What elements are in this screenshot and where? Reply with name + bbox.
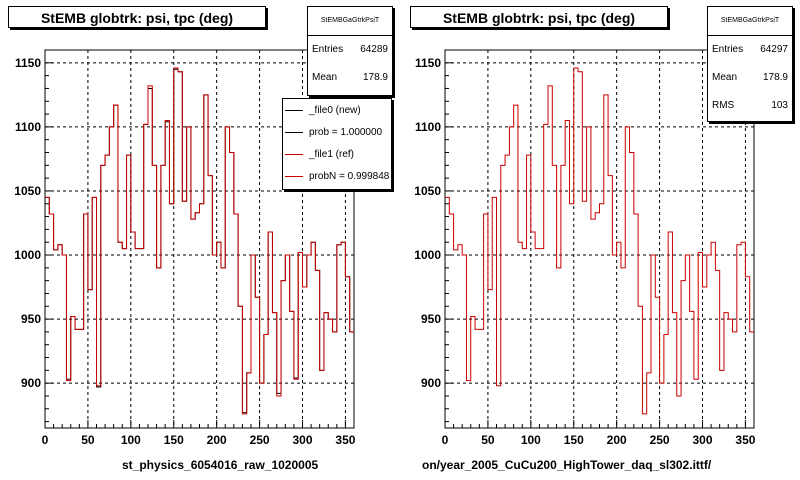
x-tick-label: 250 xyxy=(650,433,670,447)
legend-entry-label: _file0 (new) xyxy=(309,104,361,116)
x-tick-label: 200 xyxy=(207,433,227,447)
right-entries-value: 64297 xyxy=(760,44,788,55)
x-tick-label: 350 xyxy=(335,433,355,447)
y-tick-label: 1050 xyxy=(14,184,41,198)
y-tick-label: 1000 xyxy=(14,248,41,262)
y-tick-label: 1150 xyxy=(15,56,41,70)
right-stats-rms-row: RMS 103 xyxy=(708,92,792,120)
x-tick-label: 50 xyxy=(81,433,95,447)
y-tick-label: 950 xyxy=(421,312,441,326)
left-title: StEMB globtrk: psi, tpc (deg) xyxy=(8,6,266,28)
right-mean-label: Mean xyxy=(712,72,738,83)
right-stats-box: StEMBGaGtrkPsiT Entries 64297 Mean 178.9… xyxy=(707,6,793,122)
x-tick-label: 0 xyxy=(42,433,49,447)
legend-line-swatch xyxy=(285,153,303,155)
right-entries-label: Entries xyxy=(712,44,744,55)
x-tick-label: 0 xyxy=(442,433,449,447)
legend-entry: probN = 0.999848 xyxy=(283,165,391,187)
right-stats-mean-row: Mean 178.9 xyxy=(708,64,792,92)
x-tick-label: 150 xyxy=(164,433,184,447)
y-tick-label: 950 xyxy=(21,312,41,326)
left-mean-value: 178.9 xyxy=(362,72,388,83)
y-tick-label: 1050 xyxy=(414,184,441,198)
left-stats-mean-row: Mean 178.9 xyxy=(308,64,392,92)
left-entries-value: 64289 xyxy=(360,44,388,55)
legend-entry-label: prob = 1.000000 xyxy=(309,126,383,138)
legend-entry: _file1 (ref) xyxy=(283,143,391,165)
left-panel: StEMB globtrk: psi, tpc (deg) 0 50 100 150 2… xyxy=(8,6,393,472)
right-panel: StEMB globtrk: psi, tpc (deg) 0 50 100 150 2… xyxy=(400,0,800,480)
right-stats-entries-row: Entries 64297 xyxy=(708,36,792,64)
y-tick-label: 1150 xyxy=(415,56,441,70)
right-rms-label: RMS xyxy=(712,100,735,111)
y-tick-label: 900 xyxy=(21,376,41,390)
y-tick-label: 900 xyxy=(421,376,441,390)
left-xlabel: st_physics_6054016_raw_1020005 xyxy=(122,458,319,472)
legend-entry-label: probN = 0.999848 xyxy=(309,170,390,182)
left-stats-name: StEMBGaGtrkPsiT xyxy=(308,7,392,36)
left-mean-label: Mean xyxy=(312,72,338,83)
x-tick-label: 300 xyxy=(292,433,312,447)
legend-entry: _file0 (new) xyxy=(283,99,391,121)
x-tick-label: 350 xyxy=(735,433,755,447)
x-tick-label: 200 xyxy=(607,433,627,447)
x-tick-label: 100 xyxy=(121,433,141,447)
left-stats-box: StEMBGaGtrkPsiT Entries 64289 Mean 178.9 xyxy=(307,6,393,96)
left-legend: _file0 (new) prob = 1.000000 _file1 (ref) p… xyxy=(282,98,392,190)
y-tick-label: 1000 xyxy=(414,248,441,262)
y-tick-label: 1100 xyxy=(415,120,441,134)
series-line xyxy=(445,67,754,415)
x-tick-label: 300 xyxy=(692,433,712,447)
legend-entry-label: _file1 (ref) xyxy=(309,148,355,160)
x-tick-label: 250 xyxy=(250,433,270,447)
x-tick-label: 100 xyxy=(521,433,541,447)
right-title: StEMB globtrk: psi, tpc (deg) xyxy=(410,6,668,28)
y-tick-label: 1100 xyxy=(15,120,41,134)
right-stats-name: StEMBGaGtrkPsiT xyxy=(708,7,792,36)
left-entries-label: Entries xyxy=(312,44,344,55)
right-histogram: 0 50 100 150 200 250 300 350 900 950 1000 1050 1100 1… xyxy=(414,49,756,447)
series-line xyxy=(45,67,354,415)
right-rms-value: 103 xyxy=(771,100,788,111)
right-mean-value: 178.9 xyxy=(762,72,788,83)
left-stats-entries-row: Entries 64289 xyxy=(308,36,392,64)
legend-line-swatch xyxy=(285,131,303,133)
x-tick-label: 150 xyxy=(564,433,584,447)
legend-line-swatch xyxy=(285,175,303,177)
legend-line-swatch xyxy=(285,109,303,111)
legend-entry: prob = 1.000000 xyxy=(283,121,391,143)
x-tick-label: 50 xyxy=(481,433,495,447)
right-xlabel: on/year_2005_CuCu200_HighTower_daq_sl302… xyxy=(422,458,712,472)
